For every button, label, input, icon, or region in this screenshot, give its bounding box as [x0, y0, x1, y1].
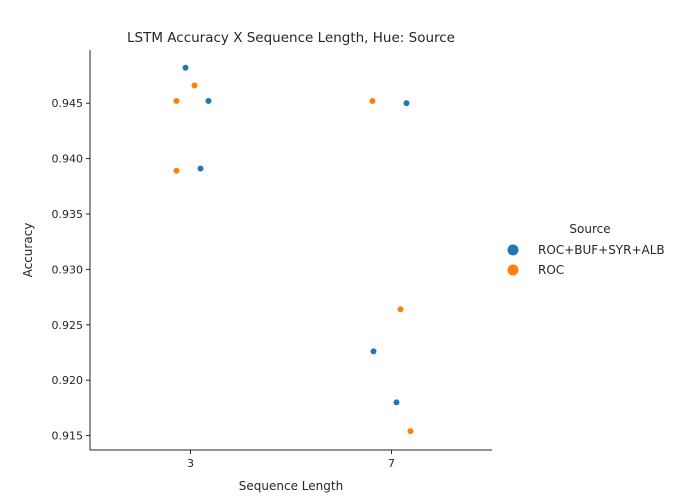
data-points: [173, 64, 414, 435]
x-tick-label: 3: [187, 457, 194, 470]
y-tick-label: 0.930: [52, 263, 84, 276]
legend-marker: [507, 264, 519, 276]
y-tick-label: 0.915: [52, 430, 84, 443]
scatter-point: [397, 305, 404, 313]
scatter-point: [369, 97, 376, 105]
scatter-point: [393, 398, 400, 406]
y-tick-label: 0.945: [52, 97, 84, 110]
chart-title: LSTM Accuracy X Sequence Length, Hue: So…: [127, 30, 455, 46]
legend-label: ROC: [538, 263, 564, 277]
scatter-point: [197, 165, 204, 173]
y-tick-label: 0.925: [52, 319, 84, 332]
x-axis-label: Sequence Length: [239, 479, 343, 493]
y-axis-label: Accuracy: [21, 223, 35, 278]
scatter-point: [173, 97, 180, 105]
y-tick-label: 0.940: [52, 153, 84, 166]
x-tick-label: 7: [388, 457, 395, 470]
scatter-point: [191, 82, 198, 89]
scatter-point: [205, 97, 212, 105]
scatter-point: [407, 427, 414, 435]
legend: Source ROC+BUF+SYR+ALB ROC: [507, 222, 665, 277]
legend-label: ROC+BUF+SYR+ALB: [538, 243, 665, 257]
scatter-point: [370, 347, 377, 355]
legend-title: Source: [569, 222, 610, 236]
y-tick-label: 0.920: [52, 374, 84, 387]
legend-items: ROC+BUF+SYR+ALB ROC: [507, 243, 665, 277]
y-axis-ticks: 0.915 0.920 0.925 0.930 0.935 0.940 0.945: [52, 97, 90, 443]
y-tick-label: 0.935: [52, 208, 84, 221]
scatter-point: [182, 64, 189, 72]
scatter-point: [403, 99, 410, 107]
legend-marker: [507, 244, 519, 256]
scatter-point: [173, 167, 180, 175]
